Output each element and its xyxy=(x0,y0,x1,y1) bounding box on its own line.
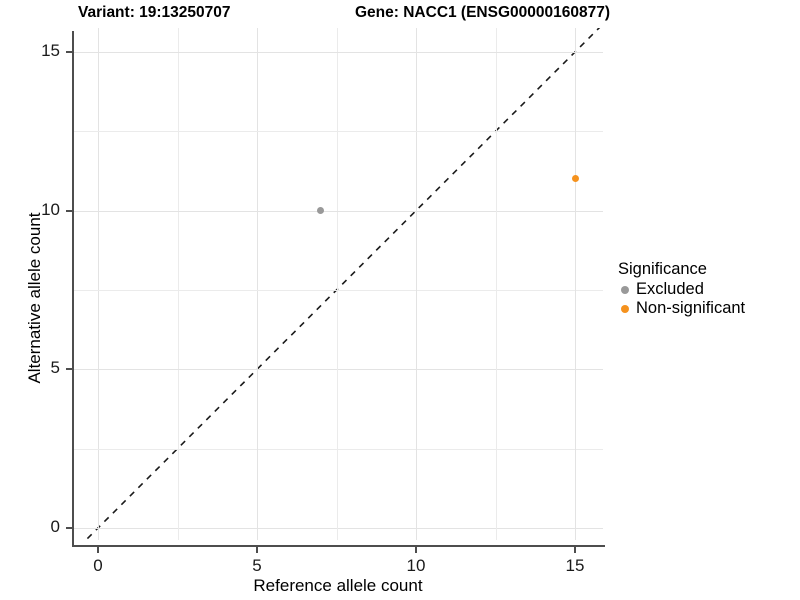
legend-label-excluded: Excluded xyxy=(636,280,704,298)
gridline-vertical xyxy=(575,28,576,540)
gridline-horizontal xyxy=(73,210,603,212)
legend-title: Significance xyxy=(618,260,707,278)
data-point[interactable] xyxy=(571,175,579,183)
x-axis-tick xyxy=(97,547,99,553)
gridline-vertical xyxy=(495,28,497,540)
legend: Significance Excluded Non-significant xyxy=(618,260,798,318)
gridline-vertical xyxy=(336,28,338,540)
gridline-horizontal xyxy=(73,52,603,53)
legend-swatch-excluded-icon xyxy=(618,285,632,294)
y-axis-line xyxy=(72,31,74,546)
data-point[interactable] xyxy=(317,207,325,215)
x-axis-tick-label: 15 xyxy=(565,556,585,575)
gridline-vertical xyxy=(257,28,258,540)
y-axis-tick xyxy=(66,51,72,53)
legend-item-excluded[interactable]: Excluded xyxy=(618,280,798,299)
x-axis-tick-label: 10 xyxy=(406,556,426,575)
gridline-vertical xyxy=(98,28,99,540)
x-axis-tick xyxy=(256,547,258,553)
y-axis-title: Alternative allele count xyxy=(25,212,44,384)
scatter-plot-panel xyxy=(73,28,603,545)
plot-area xyxy=(73,28,603,540)
chart-title-bar: Variant: 19:13250707 Gene: NACC1 (ENSG00… xyxy=(0,0,800,28)
x-axis-tick xyxy=(415,547,417,553)
gene-title: Gene: NACC1 (ENSG00000160877) xyxy=(355,4,611,21)
gridline-horizontal xyxy=(73,290,603,291)
x-axis-tick-label: 0 xyxy=(93,556,103,575)
y-axis-tick-label: 15 xyxy=(41,41,60,60)
gridline-horizontal xyxy=(73,448,603,450)
legend-swatch-non-significant-icon xyxy=(618,304,632,313)
gridline-vertical xyxy=(177,28,179,540)
variant-title: Variant: 19:13250707 xyxy=(78,4,231,21)
gridline-horizontal xyxy=(73,528,603,529)
gridline-horizontal xyxy=(73,369,603,371)
y-axis-tick xyxy=(66,368,72,371)
identity-reference-line xyxy=(73,28,603,540)
legend-item-non-significant[interactable]: Non-significant xyxy=(618,299,798,318)
legend-label-non-significant: Non-significant xyxy=(636,299,746,317)
y-axis-tick-label: 10 xyxy=(41,199,60,219)
x-axis-line xyxy=(72,545,605,547)
x-axis-tick xyxy=(574,547,576,553)
y-axis-tick-label: 5 xyxy=(50,358,60,378)
y-axis-tick-label: 0 xyxy=(50,517,60,536)
y-axis-tick xyxy=(66,527,72,529)
gridline-vertical xyxy=(416,28,417,540)
gridline-horizontal xyxy=(73,131,603,133)
x-axis-tick-label: 5 xyxy=(252,556,262,575)
y-axis-tick xyxy=(66,209,72,212)
x-axis-title: Reference allele count xyxy=(253,576,423,595)
